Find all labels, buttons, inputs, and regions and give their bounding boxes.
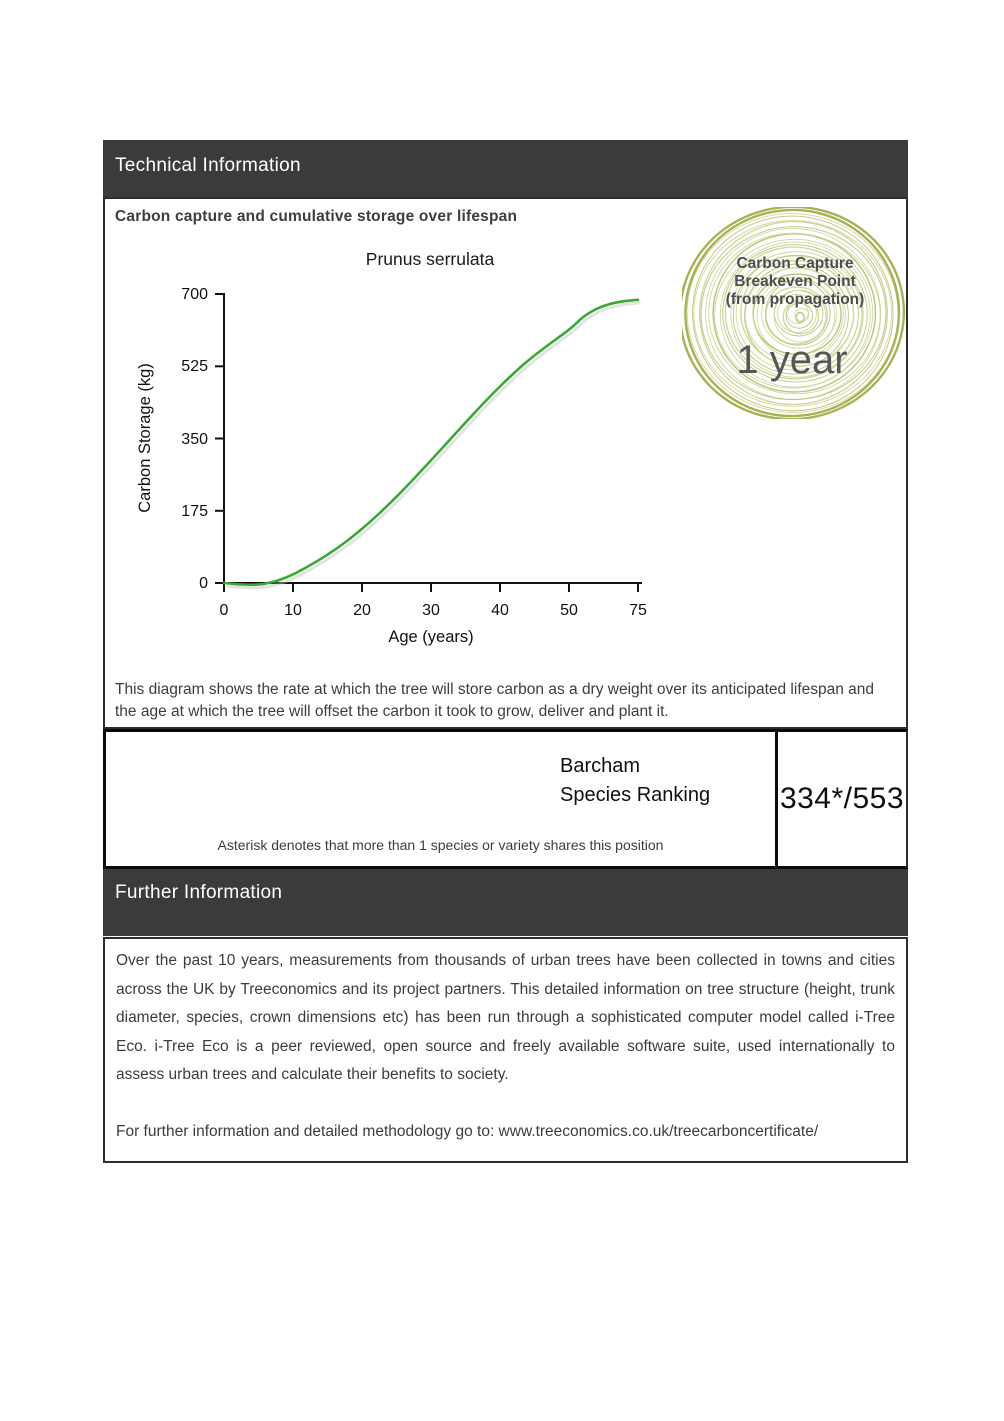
breakeven-value: 1 year bbox=[736, 338, 847, 382]
svg-text:350: 350 bbox=[181, 431, 208, 448]
further-information-paragraph: Over the past 10 years, measurements fro… bbox=[116, 952, 895, 1083]
carbon-chart-panel: Carbon capture and cumulative storage ov… bbox=[103, 197, 908, 729]
chart-title: Prunus serrulata bbox=[366, 249, 495, 269]
y-axis-label: Carbon Storage (kg) bbox=[136, 363, 154, 513]
x-axis-ticks bbox=[223, 583, 639, 592]
species-ranking-left-cell: Barcham Species Ranking Asterisk denotes… bbox=[106, 732, 778, 866]
species-ranking-value-cell: 334*/553 bbox=[778, 732, 906, 866]
svg-text:0: 0 bbox=[199, 575, 208, 592]
x-axis-tick-labels: 0 10 20 30 40 50 75 bbox=[220, 602, 647, 619]
svg-text:40: 40 bbox=[491, 602, 509, 619]
ranking-value: 334*/553 bbox=[779, 782, 905, 815]
svg-text:75: 75 bbox=[629, 602, 647, 619]
technical-information-title: Technical Information bbox=[115, 155, 301, 176]
chart-section-heading: Carbon capture and cumulative storage ov… bbox=[115, 208, 518, 225]
svg-text:30: 30 bbox=[422, 602, 440, 619]
breakeven-graphic: Carbon Capture Breakeven Point (from pro… bbox=[682, 207, 905, 419]
further-information-header: Further Information bbox=[103, 869, 908, 936]
svg-text:175: 175 bbox=[181, 503, 208, 520]
svg-text:0: 0 bbox=[220, 602, 229, 619]
carbon-storage-chart: Prunus serrulata 0 175 350 525 700 bbox=[136, 249, 647, 646]
chart-description: This diagram shows the rate at which the… bbox=[115, 681, 875, 720]
further-information-title: Further Information bbox=[115, 882, 283, 903]
breakeven-label-line1: Carbon Capture bbox=[736, 255, 854, 272]
svg-text:50: 50 bbox=[560, 602, 578, 619]
svg-text:10: 10 bbox=[284, 602, 302, 619]
y-axis-ticks bbox=[215, 293, 224, 584]
ranking-asterisk-note: Asterisk denotes that more than 1 specie… bbox=[217, 837, 664, 853]
svg-text:20: 20 bbox=[353, 602, 371, 619]
svg-text:700: 700 bbox=[181, 286, 208, 303]
svg-text:525: 525 bbox=[181, 358, 208, 375]
breakeven-label-line3: (from propagation) bbox=[726, 291, 865, 308]
breakeven-label-line2: Breakeven Point bbox=[734, 273, 855, 290]
further-information-panel: Over the past 10 years, measurements fro… bbox=[103, 937, 908, 1163]
ranking-label: Species Ranking bbox=[560, 783, 711, 806]
x-axis-label: Age (years) bbox=[388, 628, 473, 646]
y-axis-tick-labels: 0 175 350 525 700 bbox=[181, 286, 208, 592]
tree-rings-icon bbox=[682, 207, 905, 419]
ranking-org: Barcham bbox=[560, 755, 641, 777]
further-information-link-line: For further information and detailed met… bbox=[116, 1122, 819, 1140]
curve-shadow bbox=[226, 301, 641, 590]
species-ranking-panel: Barcham Species Ranking Asterisk denotes… bbox=[103, 729, 908, 869]
technical-information-header: Technical Information bbox=[103, 140, 908, 197]
species-ranking-heading: Barcham Species Ranking bbox=[560, 752, 710, 809]
carbon-storage-curve bbox=[222, 298, 640, 587]
